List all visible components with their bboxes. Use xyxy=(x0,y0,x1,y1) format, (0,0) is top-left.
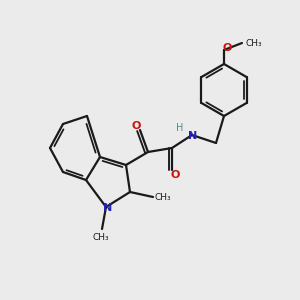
Text: CH₃: CH₃ xyxy=(93,233,109,242)
Text: O: O xyxy=(170,170,180,180)
Text: CH₃: CH₃ xyxy=(155,194,171,202)
Text: CH₃: CH₃ xyxy=(246,38,262,47)
Text: N: N xyxy=(188,131,198,141)
Text: O: O xyxy=(222,43,232,53)
Text: N: N xyxy=(103,203,112,213)
Text: O: O xyxy=(131,121,141,131)
Text: H: H xyxy=(176,123,184,133)
